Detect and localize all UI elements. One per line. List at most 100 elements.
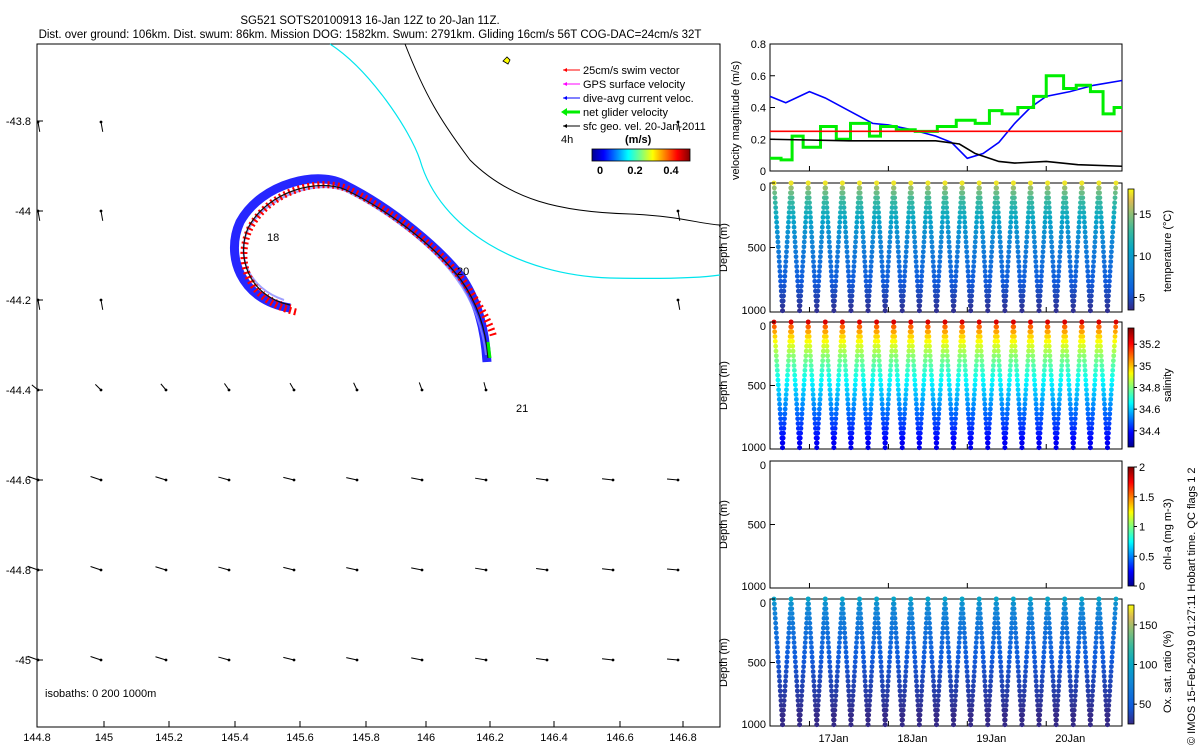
profile-point [850, 421, 855, 426]
profile-point [799, 416, 805, 422]
profile-point [1085, 406, 1091, 412]
profile-point [1098, 630, 1104, 636]
profile-point [859, 348, 864, 354]
profile-point [820, 635, 826, 641]
profile-point [1109, 239, 1115, 245]
profile-point [820, 630, 826, 636]
time-tick-label: 20Jan [1055, 733, 1085, 745]
profile-point [1081, 625, 1087, 631]
profile-point [783, 669, 789, 674]
profile-point [895, 654, 901, 660]
profile-point [849, 425, 855, 431]
profile-point [815, 707, 821, 713]
sfc-arrow [100, 121, 104, 132]
profile-point [1003, 712, 1008, 718]
profile-point [915, 283, 921, 289]
profile-point [961, 343, 967, 349]
profile-point [948, 264, 953, 269]
profile-point [896, 678, 902, 684]
profile-point [985, 440, 991, 446]
profile-point [885, 411, 890, 417]
profile-point [887, 649, 893, 655]
sfc-arrow [155, 656, 167, 661]
profile-point [894, 234, 900, 240]
profile-point [1005, 678, 1011, 684]
profile-point [784, 239, 790, 245]
profile-point [1097, 334, 1103, 339]
profile-point [961, 338, 966, 344]
profile-point [807, 615, 812, 621]
profile-point [817, 259, 823, 264]
profile-point [1110, 358, 1116, 364]
profile-point [827, 392, 833, 397]
profile-point [1017, 698, 1023, 703]
profile-point [1032, 239, 1037, 245]
profile-point [1000, 693, 1006, 699]
profile-point [1113, 324, 1119, 330]
profile-point [897, 273, 903, 279]
profile-point [1107, 406, 1113, 412]
profile-point [971, 392, 977, 397]
profile-point [802, 363, 808, 368]
profile-point [837, 640, 842, 645]
profile-point [812, 278, 818, 284]
profile-point [871, 630, 877, 636]
profile-point [871, 358, 877, 364]
profile-point [969, 698, 975, 703]
section-colorbar [1127, 604, 1135, 725]
profile-point [782, 688, 788, 694]
profile-point [962, 353, 967, 359]
profile-point [1011, 601, 1017, 607]
profile-point [860, 224, 865, 230]
profile-point [978, 343, 984, 349]
profile-point [864, 283, 869, 289]
profile-point [792, 654, 798, 660]
sfc-arrow-head [36, 478, 40, 482]
profile-point [800, 678, 806, 684]
profile-point [1056, 678, 1062, 684]
profile-point [1077, 630, 1082, 636]
profile-point [968, 717, 974, 723]
profile-point [904, 659, 909, 665]
profile-point [923, 214, 928, 220]
profile-point [892, 615, 898, 621]
profile-point [1034, 416, 1040, 422]
profile-point [974, 635, 979, 641]
profile-point [951, 308, 956, 314]
profile-point [900, 435, 906, 441]
profile-point [819, 363, 825, 368]
profile-point [1090, 683, 1096, 689]
profile-point [1004, 416, 1010, 422]
profile-point [802, 649, 807, 655]
profile-point [972, 654, 978, 660]
profile-point [932, 283, 938, 289]
profile-point [1008, 635, 1014, 641]
profile-point [893, 219, 899, 225]
profile-point [1039, 673, 1045, 679]
profile-point [1077, 214, 1082, 220]
sfc-arrow [218, 656, 230, 661]
profile-point [913, 669, 919, 674]
profile-point [877, 229, 883, 235]
profile-point [825, 214, 831, 220]
profile-point [1101, 396, 1107, 402]
profile-point [948, 406, 954, 412]
profile-point [1016, 673, 1022, 679]
profile-point [901, 698, 907, 703]
profile-point [772, 615, 778, 621]
profile-point [832, 425, 838, 431]
profile-point [875, 343, 881, 349]
depth-axis-label: Depth (m) [718, 500, 730, 549]
profile-point [871, 635, 877, 641]
profile-point [828, 264, 834, 269]
profile-point [1056, 264, 1062, 269]
profile-point [895, 244, 901, 250]
profile-point [811, 401, 817, 407]
profile-point [931, 401, 936, 407]
profile-point [1034, 688, 1040, 694]
profile-point [798, 702, 804, 708]
profile-point [1111, 625, 1117, 631]
profile-point [1076, 219, 1082, 225]
profile-point [966, 421, 972, 426]
profile-point [1112, 606, 1118, 612]
